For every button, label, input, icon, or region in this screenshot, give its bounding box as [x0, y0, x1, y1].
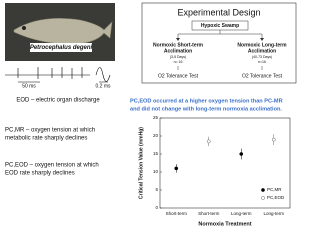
scale-label: 0.2 ms	[95, 83, 111, 89]
y-tick-label: 5	[155, 187, 158, 192]
definition: EOD rate sharply declines	[5, 171, 75, 177]
species-label-bg	[30, 43, 92, 52]
legend-marker	[261, 188, 265, 192]
legend-marker	[261, 196, 265, 200]
graphical-abstract: Petrocephalus degeni 50 ms 0.2 ms EOD – …	[5, 2, 297, 227]
design-title: Experimental Design	[177, 7, 260, 17]
fish-eye	[22, 26, 26, 30]
branch-label: Acclimation	[248, 48, 276, 54]
x-tick-label: Short-term	[198, 211, 220, 216]
x-axis-label: Normoxia Treatment	[198, 221, 251, 227]
definition: PC,EOD – oxygen tension at which	[5, 163, 99, 169]
definition: PC,MR – oxygen tension at which	[5, 128, 95, 134]
branch-label: Normoxic Short-term	[153, 42, 204, 48]
x-tick-label: Short-term	[166, 211, 188, 216]
fish-shape	[13, 18, 113, 45]
y-tick-label: 15	[153, 151, 159, 156]
y-tick-label: 20	[153, 133, 159, 138]
scale-label: 50 ms	[22, 83, 36, 89]
y-axis-label: Critical Tension Value (mmHg)	[138, 127, 144, 199]
data-point	[206, 139, 211, 144]
annotation-line: PC,EOD occurred at a higher oxygen tensi…	[130, 98, 283, 104]
data-point	[174, 166, 179, 171]
branch-detail: n=16	[258, 60, 266, 64]
source-label: Hypoxic Swamp	[201, 23, 239, 29]
x-tick-label: Long-term	[231, 211, 252, 216]
eod-trace	[5, 67, 90, 79]
annotation-line: and did not change with long-term normox…	[130, 106, 282, 112]
species-label: Petrocephalus degeni	[30, 45, 93, 51]
legend-label: PC,EOD	[267, 195, 285, 200]
y-tick-label: 0	[155, 205, 158, 210]
eod-caption: EOD – electric organ discharge	[16, 98, 100, 104]
branch-detail: n= 16	[174, 60, 183, 64]
branch-label: Normoxic Long-term	[237, 42, 287, 48]
eod-waveform	[95, 67, 111, 82]
branch-detail: (40-73 Days)	[252, 55, 272, 59]
definition: metabolic rate sharply declines	[5, 136, 87, 142]
test-label: O2 Tolerance Test	[242, 73, 283, 79]
data-point	[239, 152, 244, 156]
design-box	[141, 2, 297, 84]
y-tick-label: 25	[153, 115, 159, 120]
x-tick-label: Long-term	[263, 211, 284, 216]
y-tick-label: 10	[153, 169, 159, 174]
branch-detail: (3-5 Days)	[170, 55, 186, 59]
plot-frame	[159, 117, 291, 209]
test-arrows	[177, 66, 263, 70]
legend-label: PC,MR	[267, 187, 282, 192]
test-label: O2 Tolerance Test	[158, 73, 199, 79]
branch-label: Acclimation	[164, 48, 192, 54]
data-point	[271, 137, 276, 142]
